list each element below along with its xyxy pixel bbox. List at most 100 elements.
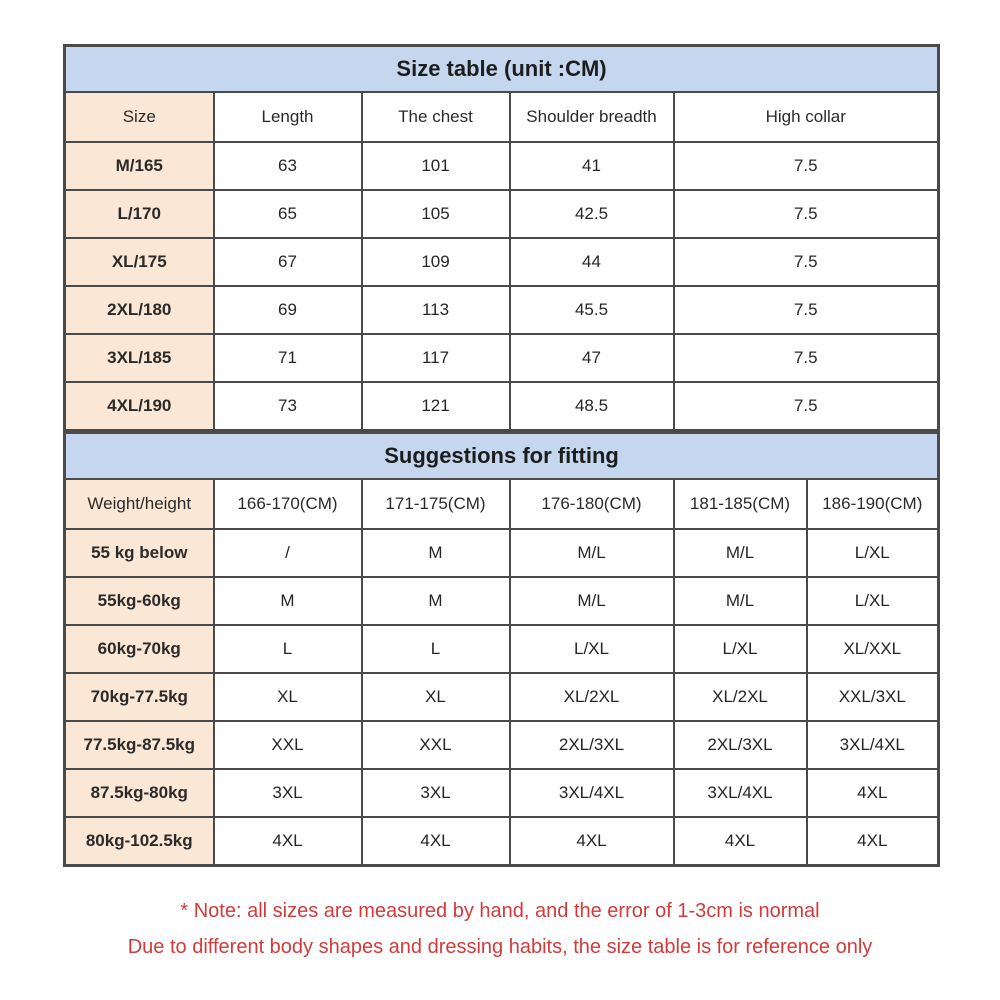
table-cell: 73 [212, 381, 363, 432]
table-cell: M [360, 528, 511, 578]
table-cell: 117 [360, 333, 511, 383]
table-row: 70kg-77.5kg XL XL XL/2XL XL/2XL XXL/3XL [63, 672, 940, 722]
table-cell: 4XL [360, 816, 511, 867]
table-cell: 7.5 [672, 333, 940, 383]
row-label: 2XL/180 [63, 285, 215, 335]
table-row: 80kg-102.5kg 4XL 4XL 4XL 4XL 4XL [63, 816, 940, 867]
row-label: 55 kg below [63, 528, 215, 578]
table-cell: M/L [508, 528, 675, 578]
table-cell: L/XL [805, 576, 940, 626]
table-row: 77.5kg-87.5kg XXL XXL 2XL/3XL 2XL/3XL 3X… [63, 720, 940, 770]
row-label: 77.5kg-87.5kg [63, 720, 215, 770]
table-cell: M/L [672, 576, 808, 626]
table-cell: 4XL [508, 816, 675, 867]
table-cell: 4XL [212, 816, 363, 867]
table-row: 2XL/180 69 113 45.5 7.5 [63, 285, 940, 335]
table-cell: 4XL [805, 768, 940, 818]
size-table-title: Size table (unit :CM) [63, 44, 940, 93]
table-cell: 2XL/3XL [672, 720, 808, 770]
table-cell: XXL/3XL [805, 672, 940, 722]
row-label: XL/175 [63, 237, 215, 287]
table-cell: XL/2XL [672, 672, 808, 722]
table-cell: 67 [212, 237, 363, 287]
row-label: 55kg-60kg [63, 576, 215, 626]
table-cell: / [212, 528, 363, 578]
table-row: 3XL/185 71 117 47 7.5 [63, 333, 940, 383]
column-header-176-180: 176-180(CM) [508, 478, 675, 530]
table-cell: 113 [360, 285, 511, 335]
table-cell: 3XL/4XL [508, 768, 675, 818]
table-cell: 65 [212, 189, 363, 239]
table-cell: 4XL [805, 816, 940, 867]
table-cell: 101 [360, 141, 511, 191]
table-cell: XL/2XL [508, 672, 675, 722]
column-header-size: Size [63, 91, 215, 143]
column-header-weight-height: Weight/height [63, 478, 215, 530]
row-label: L/170 [63, 189, 215, 239]
table-cell: XXL [360, 720, 511, 770]
size-chart-sheet: Size table (unit :CM) Size Length The ch… [63, 44, 941, 965]
table-cell: 7.5 [672, 189, 940, 239]
column-header-shoulder: Shoulder breadth [508, 91, 675, 143]
column-header-chest: The chest [360, 91, 511, 143]
table-cell: 45.5 [508, 285, 675, 335]
table-cell: 3XL/4XL [672, 768, 808, 818]
table-row: L/170 65 105 42.5 7.5 [63, 189, 940, 239]
fitting-table-title-row: Suggestions for fitting [63, 432, 940, 480]
table-cell: 7.5 [672, 285, 940, 335]
table-cell: M [212, 576, 363, 626]
fitting-table: Suggestions for fitting Weight/height 16… [63, 432, 941, 867]
table-row: M/165 63 101 41 7.5 [63, 141, 940, 191]
row-label: 60kg-70kg [63, 624, 215, 674]
table-cell: M/L [672, 528, 808, 578]
table-cell: L/XL [672, 624, 808, 674]
table-cell: 42.5 [508, 189, 675, 239]
table-cell: L/XL [805, 528, 940, 578]
size-table: Size table (unit :CM) Size Length The ch… [63, 44, 941, 432]
table-row: 55 kg below / M M/L M/L L/XL [63, 528, 940, 578]
table-cell: 4XL [672, 816, 808, 867]
table-row: 4XL/190 73 121 48.5 7.5 [63, 381, 940, 432]
column-header-181-185: 181-185(CM) [672, 478, 808, 530]
table-row: 87.5kg-80kg 3XL 3XL 3XL/4XL 3XL/4XL 4XL [63, 768, 940, 818]
table-cell: 7.5 [672, 237, 940, 287]
table-cell: XL/XXL [805, 624, 940, 674]
fitting-table-title: Suggestions for fitting [63, 432, 940, 480]
table-cell: 44 [508, 237, 675, 287]
table-row: 55kg-60kg M M M/L M/L L/XL [63, 576, 940, 626]
table-cell: 63 [212, 141, 363, 191]
table-cell: M/L [508, 576, 675, 626]
table-cell: L [360, 624, 511, 674]
table-cell: 69 [212, 285, 363, 335]
table-cell: 121 [360, 381, 511, 432]
column-header-166-170: 166-170(CM) [212, 478, 363, 530]
table-cell: 3XL [212, 768, 363, 818]
table-cell: 3XL/4XL [805, 720, 940, 770]
fitting-table-header-row: Weight/height 166-170(CM) 171-175(CM) 17… [63, 478, 940, 530]
table-cell: 48.5 [508, 381, 675, 432]
table-cell: 105 [360, 189, 511, 239]
size-table-title-row: Size table (unit :CM) [63, 44, 940, 93]
column-header-collar: High collar [672, 91, 940, 143]
table-row: XL/175 67 109 44 7.5 [63, 237, 940, 287]
size-table-header-row: Size Length The chest Shoulder breadth H… [63, 91, 940, 143]
table-cell: 47 [508, 333, 675, 383]
column-header-171-175: 171-175(CM) [360, 478, 511, 530]
row-label: M/165 [63, 141, 215, 191]
table-cell: 3XL [360, 768, 511, 818]
table-cell: 7.5 [672, 141, 940, 191]
column-header-186-190: 186-190(CM) [805, 478, 940, 530]
table-cell: 109 [360, 237, 511, 287]
table-cell: XXL [212, 720, 363, 770]
row-label: 87.5kg-80kg [63, 768, 215, 818]
table-cell: XL [212, 672, 363, 722]
row-label: 3XL/185 [63, 333, 215, 383]
table-cell: M [360, 576, 511, 626]
table-cell: XL [360, 672, 511, 722]
note-line-1: * Note: all sizes are measured by hand, … [180, 900, 820, 922]
table-cell: 71 [212, 333, 363, 383]
row-label: 80kg-102.5kg [63, 816, 215, 867]
table-row: 60kg-70kg L L L/XL L/XL XL/XXL [63, 624, 940, 674]
row-label: 70kg-77.5kg [63, 672, 215, 722]
